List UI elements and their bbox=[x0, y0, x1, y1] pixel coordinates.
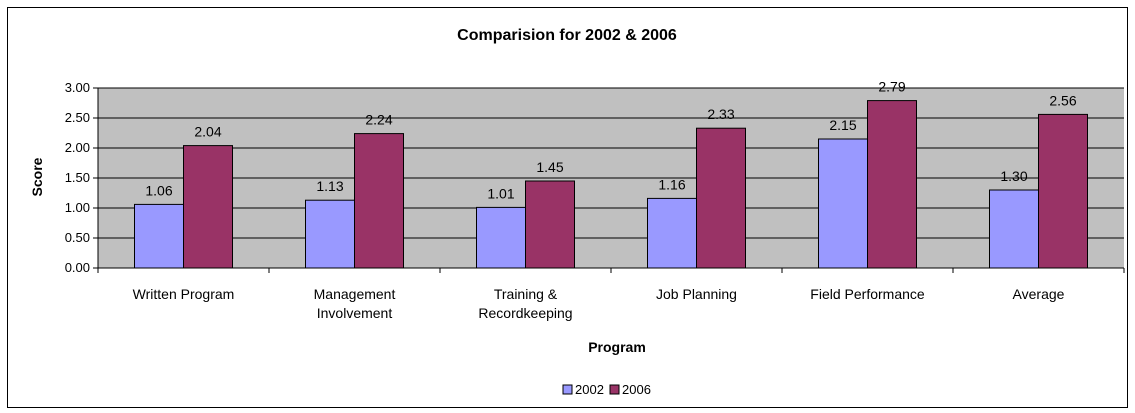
data-label: 2.24 bbox=[365, 112, 392, 128]
plot-area: 0.00 0.50 1.00 1.50 2.00 2.50 3.00 1.06 2.04 Writ… bbox=[65, 79, 1125, 321]
bar bbox=[305, 199, 355, 269]
y-tick-label: 0.50 bbox=[65, 230, 90, 245]
bar bbox=[134, 203, 184, 269]
data-label: 2.33 bbox=[707, 106, 734, 122]
x-tick-label: Written Program bbox=[133, 286, 235, 302]
legend-swatch bbox=[562, 384, 573, 395]
chart-title: Comparision for 2002 & 2006 bbox=[457, 27, 677, 44]
y-tick-label: 3.00 bbox=[65, 80, 90, 95]
data-label: 1.45 bbox=[536, 159, 563, 175]
bar bbox=[354, 133, 404, 269]
data-label: 2.56 bbox=[1049, 92, 1076, 108]
y-tick-label: 1.00 bbox=[65, 200, 90, 215]
x-tick-label: Management Involvement bbox=[314, 286, 396, 321]
data-label: 1.13 bbox=[316, 178, 343, 194]
bar bbox=[525, 180, 575, 269]
y-tick-label: 1.50 bbox=[65, 170, 90, 185]
bar bbox=[989, 189, 1039, 269]
data-label: 1.01 bbox=[487, 185, 514, 201]
bar bbox=[696, 127, 746, 269]
legend: 2002 2006 bbox=[562, 382, 651, 397]
x-tick-label: Field Performance bbox=[810, 286, 925, 302]
x-tick-label: Training & Recordkeeping bbox=[478, 286, 572, 321]
bar bbox=[476, 206, 526, 269]
data-label: 1.06 bbox=[145, 182, 172, 198]
data-label: 2.79 bbox=[878, 79, 905, 95]
legend-swatch bbox=[609, 384, 620, 395]
legend-label: 2002 bbox=[575, 382, 604, 397]
y-tick-label: 2.50 bbox=[65, 110, 90, 125]
bar bbox=[818, 138, 868, 269]
x-axis-title: Program bbox=[588, 339, 646, 355]
x-tick-label: Average bbox=[1013, 286, 1065, 302]
bar bbox=[1038, 113, 1088, 269]
data-label: 2.15 bbox=[829, 117, 856, 133]
data-label: 2.04 bbox=[194, 124, 221, 140]
y-tick-label: 0.00 bbox=[65, 260, 90, 275]
data-label: 1.16 bbox=[658, 176, 685, 192]
y-tick-label: 2.00 bbox=[65, 140, 90, 155]
bar bbox=[867, 100, 917, 269]
y-axis-title: Score bbox=[29, 157, 45, 196]
data-label: 1.30 bbox=[1000, 168, 1027, 184]
bar bbox=[183, 145, 233, 269]
x-tick-label: Job Planning bbox=[656, 286, 737, 302]
bar bbox=[647, 197, 697, 269]
legend-label: 2006 bbox=[622, 382, 651, 397]
